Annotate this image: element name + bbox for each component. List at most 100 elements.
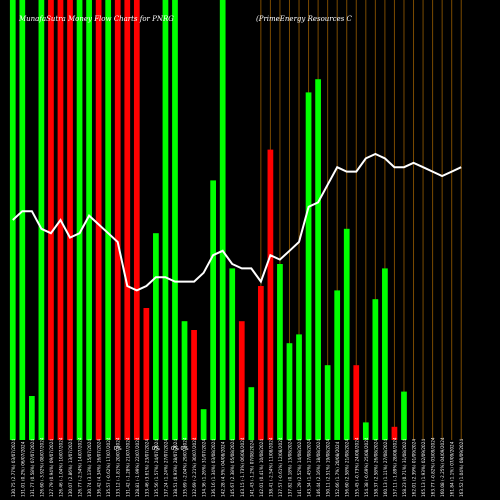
x-tick-label: 132.69 (-2.21%) 30/07/2024 bbox=[192, 437, 197, 497]
x-tick-label: 158.23 (0.71%) 31/08/2024 bbox=[402, 439, 407, 497]
money-flow-bar bbox=[238, 321, 245, 440]
money-flow-bar bbox=[143, 308, 150, 440]
money-flow-bar bbox=[67, 0, 73, 440]
x-tick-label: 135.56 (1.57%) 24/07/2024 bbox=[154, 439, 159, 497]
money-flow-bar bbox=[324, 365, 331, 440]
money-flow-bar bbox=[362, 422, 369, 440]
money-flow-bar bbox=[315, 79, 321, 440]
x-tick-label: 130.74 (3.13%) 15/07/2024 bbox=[87, 439, 92, 497]
money-flow-bar bbox=[391, 426, 398, 440]
money-flow-bar bbox=[219, 0, 226, 440]
x-tick-label: 143.34 (1.45%) 17/08/2024 bbox=[307, 439, 312, 497]
money-flow-bar bbox=[343, 228, 350, 440]
x-tick-label: 131.42 (-1.28%) 21/07/2024 bbox=[125, 437, 130, 497]
small-marks: 0% 0% 0% 0% bbox=[114, 446, 189, 452]
money-flow-bar bbox=[153, 233, 159, 440]
x-tick-label: 165.13 (1.93%) 02/09/2024 bbox=[421, 439, 426, 497]
x-tick-label: 142.01 (0.41%) 10/08/2024 bbox=[259, 439, 264, 497]
x-tick-label: 137.24 (1.24%) 27/07/2024 bbox=[163, 439, 168, 497]
money-flow-bar bbox=[114, 0, 121, 440]
price-line bbox=[12, 152, 462, 292]
x-tick-label: 163.52 (1.04%) 08/09/2024 bbox=[459, 439, 464, 497]
x-tick-label: 135.69 (-2.04%) 29/07/2024 bbox=[183, 437, 188, 497]
x-tick-label: 137.82 (0.18%) 13/08/2024 bbox=[287, 439, 292, 497]
money-flow-bar bbox=[76, 0, 83, 440]
money-flow-bar bbox=[334, 290, 341, 440]
money-flow-bar bbox=[38, 0, 45, 440]
money-flow-bar bbox=[181, 321, 188, 440]
money-flow-bar bbox=[401, 391, 407, 440]
x-tick-label: 155.45 (-0.73%) 24/08/2024 bbox=[354, 437, 359, 497]
money-flow-bar bbox=[296, 334, 302, 440]
chart-subtitle: (PrimeEnergy Resources C bbox=[256, 15, 352, 23]
x-tick-label: 152.66 (1.7%) 20/08/2024 bbox=[335, 441, 340, 497]
money-flow-bar bbox=[257, 286, 264, 440]
money-flow-bar bbox=[200, 409, 207, 440]
x-tick-label: 138.51 (0.93%) 28/07/2024 bbox=[173, 439, 178, 497]
money-flow-bar bbox=[19, 0, 26, 440]
x-tick-label: 160.13 (1.11%) 27/08/2024 bbox=[383, 439, 388, 497]
money-flow-bar bbox=[372, 299, 379, 440]
x-tick-label: 128.81 (-1.99%) 22/07/2024 bbox=[135, 437, 140, 497]
chart-title: MunafaSutra Money Flow Charts for PNRG bbox=[19, 15, 174, 23]
money-flow-bar bbox=[28, 396, 35, 440]
small-mark: 0% bbox=[181, 446, 189, 452]
x-tick-label: 141.29 (2.52%) 14/08/2024 bbox=[297, 439, 302, 497]
x-tick-label: 163.77 (-0.82%) 03/09/2024 bbox=[431, 437, 436, 497]
x-tick-label: 146.44 (2.16%) 18/08/2024 bbox=[316, 439, 321, 497]
x-tick-label: 160.08 (-2.25%) 04/09/2024 bbox=[440, 437, 445, 497]
x-tick-label: 136.16 (1.34%) 03/08/2024 bbox=[211, 439, 216, 497]
money-flow-bar bbox=[248, 387, 255, 440]
x-tick-label: 126.77 (-2.54%) 14/07/2024 bbox=[78, 437, 83, 497]
x-tick-label: 142.28 (4.5%) 04/08/2024 bbox=[221, 441, 226, 497]
x-tick-label: 131.01 (0.2%) 06/07/2024 bbox=[20, 441, 25, 497]
x-tick-label: 138.41 (-2.54%) 11/08/2024 bbox=[268, 437, 273, 497]
x-tick-label: 134.36 (1.26%) 31/07/2024 bbox=[202, 439, 207, 497]
x-tick-label: 162.01 (2.39%) 01/09/2024 bbox=[412, 439, 417, 497]
x-tick-label: 130.75 (2.77%) 03/07/2024 bbox=[11, 439, 16, 497]
x-tick-label: 137.57 (-0.61%) 12/08/2024 bbox=[278, 437, 283, 497]
x-tick-label: 161.84 (1.1%) 07/09/2024 bbox=[450, 441, 455, 497]
money-flow-bar bbox=[9, 0, 16, 440]
money-flow-bar bbox=[95, 0, 102, 440]
x-tick-label: 143.15 (-1.73%) 06/08/2024 bbox=[240, 437, 245, 497]
money-flow-bars bbox=[9, 0, 407, 441]
money-flow-bar bbox=[105, 0, 112, 440]
money-flow-bar bbox=[286, 343, 293, 440]
x-tick-label: 157.11 (-1.89%) 28/08/2024 bbox=[392, 437, 397, 497]
x-tick-label: 127.79 (0.94%) 09/07/2024 bbox=[49, 439, 54, 497]
x-tick-label: 145.67 (2.38%) 05/08/2024 bbox=[230, 439, 235, 497]
x-axis-labels: 130.75 (2.77%) 03/07/2024 131.01 (0.2%) 0… bbox=[11, 437, 464, 497]
x-tick-label: 150.11 (2.51%) 19/08/2024 bbox=[326, 439, 331, 497]
x-tick-label: 156.60 (2.58%) 21/08/2024 bbox=[345, 439, 350, 497]
x-tick-label: 131.77 (0.58%) 07/07/2024 bbox=[30, 439, 35, 497]
x-tick-label: 158.37 (2.58%) 26/08/2024 bbox=[373, 439, 378, 497]
money-flow-bar bbox=[133, 0, 140, 440]
money-flow-bar bbox=[124, 0, 131, 440]
small-mark: 0% bbox=[114, 446, 122, 452]
small-mark: 0% bbox=[171, 446, 179, 452]
x-tick-label: 133.12 (-1.81%) 20/07/2024 bbox=[116, 437, 121, 497]
money-flow-bar bbox=[172, 0, 178, 440]
x-tick-label: 135.57 (-0.62%) 17/07/2024 bbox=[106, 437, 111, 497]
money-flow-bar bbox=[353, 365, 360, 440]
money-flow-bar bbox=[48, 0, 54, 440]
money-flow-bar bbox=[162, 0, 169, 440]
x-tick-label: 126.46 (-1.04%) 10/07/2024 bbox=[58, 437, 63, 497]
x-tick-label: 133.46 (3.61%) 23/07/2024 bbox=[144, 439, 149, 497]
x-tick-label: 136.42 (4.34%) 16/07/2024 bbox=[97, 439, 102, 497]
money-flow-bar bbox=[210, 180, 217, 440]
x-tick-label: 130.07 (2.86%) 13/07/2024 bbox=[68, 439, 73, 497]
money-flow-bar bbox=[191, 330, 197, 440]
money-flow-bar bbox=[277, 264, 283, 440]
money-flow-bar bbox=[382, 268, 388, 440]
money-flow-bar bbox=[229, 268, 236, 440]
money-flow-bar bbox=[86, 0, 92, 440]
money-flow-bar bbox=[267, 149, 274, 440]
x-tick-label: 141.43 (-1.2%) 07/08/2024 bbox=[249, 440, 254, 497]
money-flow-bar bbox=[305, 92, 312, 441]
x-tick-label: 154.38 (-0.69%) 25/08/2024 bbox=[364, 437, 369, 497]
x-tick-label: 126.60 (-3.92%) 08/07/2024 bbox=[39, 437, 44, 497]
price-trend-line bbox=[12, 152, 462, 292]
